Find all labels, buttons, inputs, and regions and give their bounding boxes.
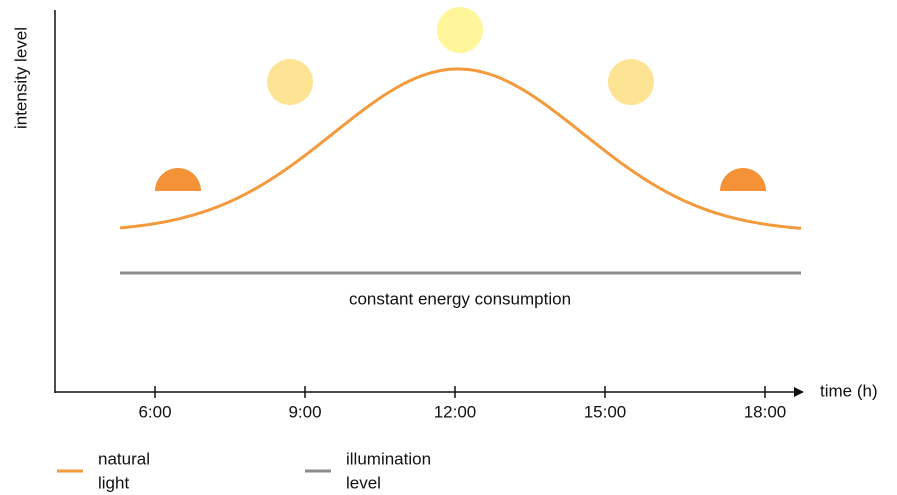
setting-sun bbox=[720, 168, 766, 191]
rising-sun bbox=[155, 168, 201, 191]
morning-sun bbox=[267, 59, 313, 105]
x-tick-label: 18:00 bbox=[744, 402, 787, 421]
legend-label: illumination bbox=[346, 449, 431, 468]
legend-label: natural bbox=[98, 449, 150, 468]
noon-sun bbox=[437, 7, 483, 53]
x-axis-arrow bbox=[794, 387, 804, 397]
x-tick-label: 12:00 bbox=[434, 402, 477, 421]
afternoon-sun bbox=[608, 59, 654, 105]
legend-label: light bbox=[98, 473, 129, 492]
x-tick-label: 6:00 bbox=[138, 402, 171, 421]
legend-label: level bbox=[346, 473, 381, 492]
annotation: constant energy consumption bbox=[349, 289, 571, 308]
natural-light-curve bbox=[119, 67, 802, 230]
x-tick-label: 9:00 bbox=[288, 402, 321, 421]
y-axis-label: intensity level bbox=[11, 27, 30, 129]
x-tick-label: 15:00 bbox=[584, 402, 627, 421]
x-axis-label: time (h) bbox=[820, 381, 878, 400]
